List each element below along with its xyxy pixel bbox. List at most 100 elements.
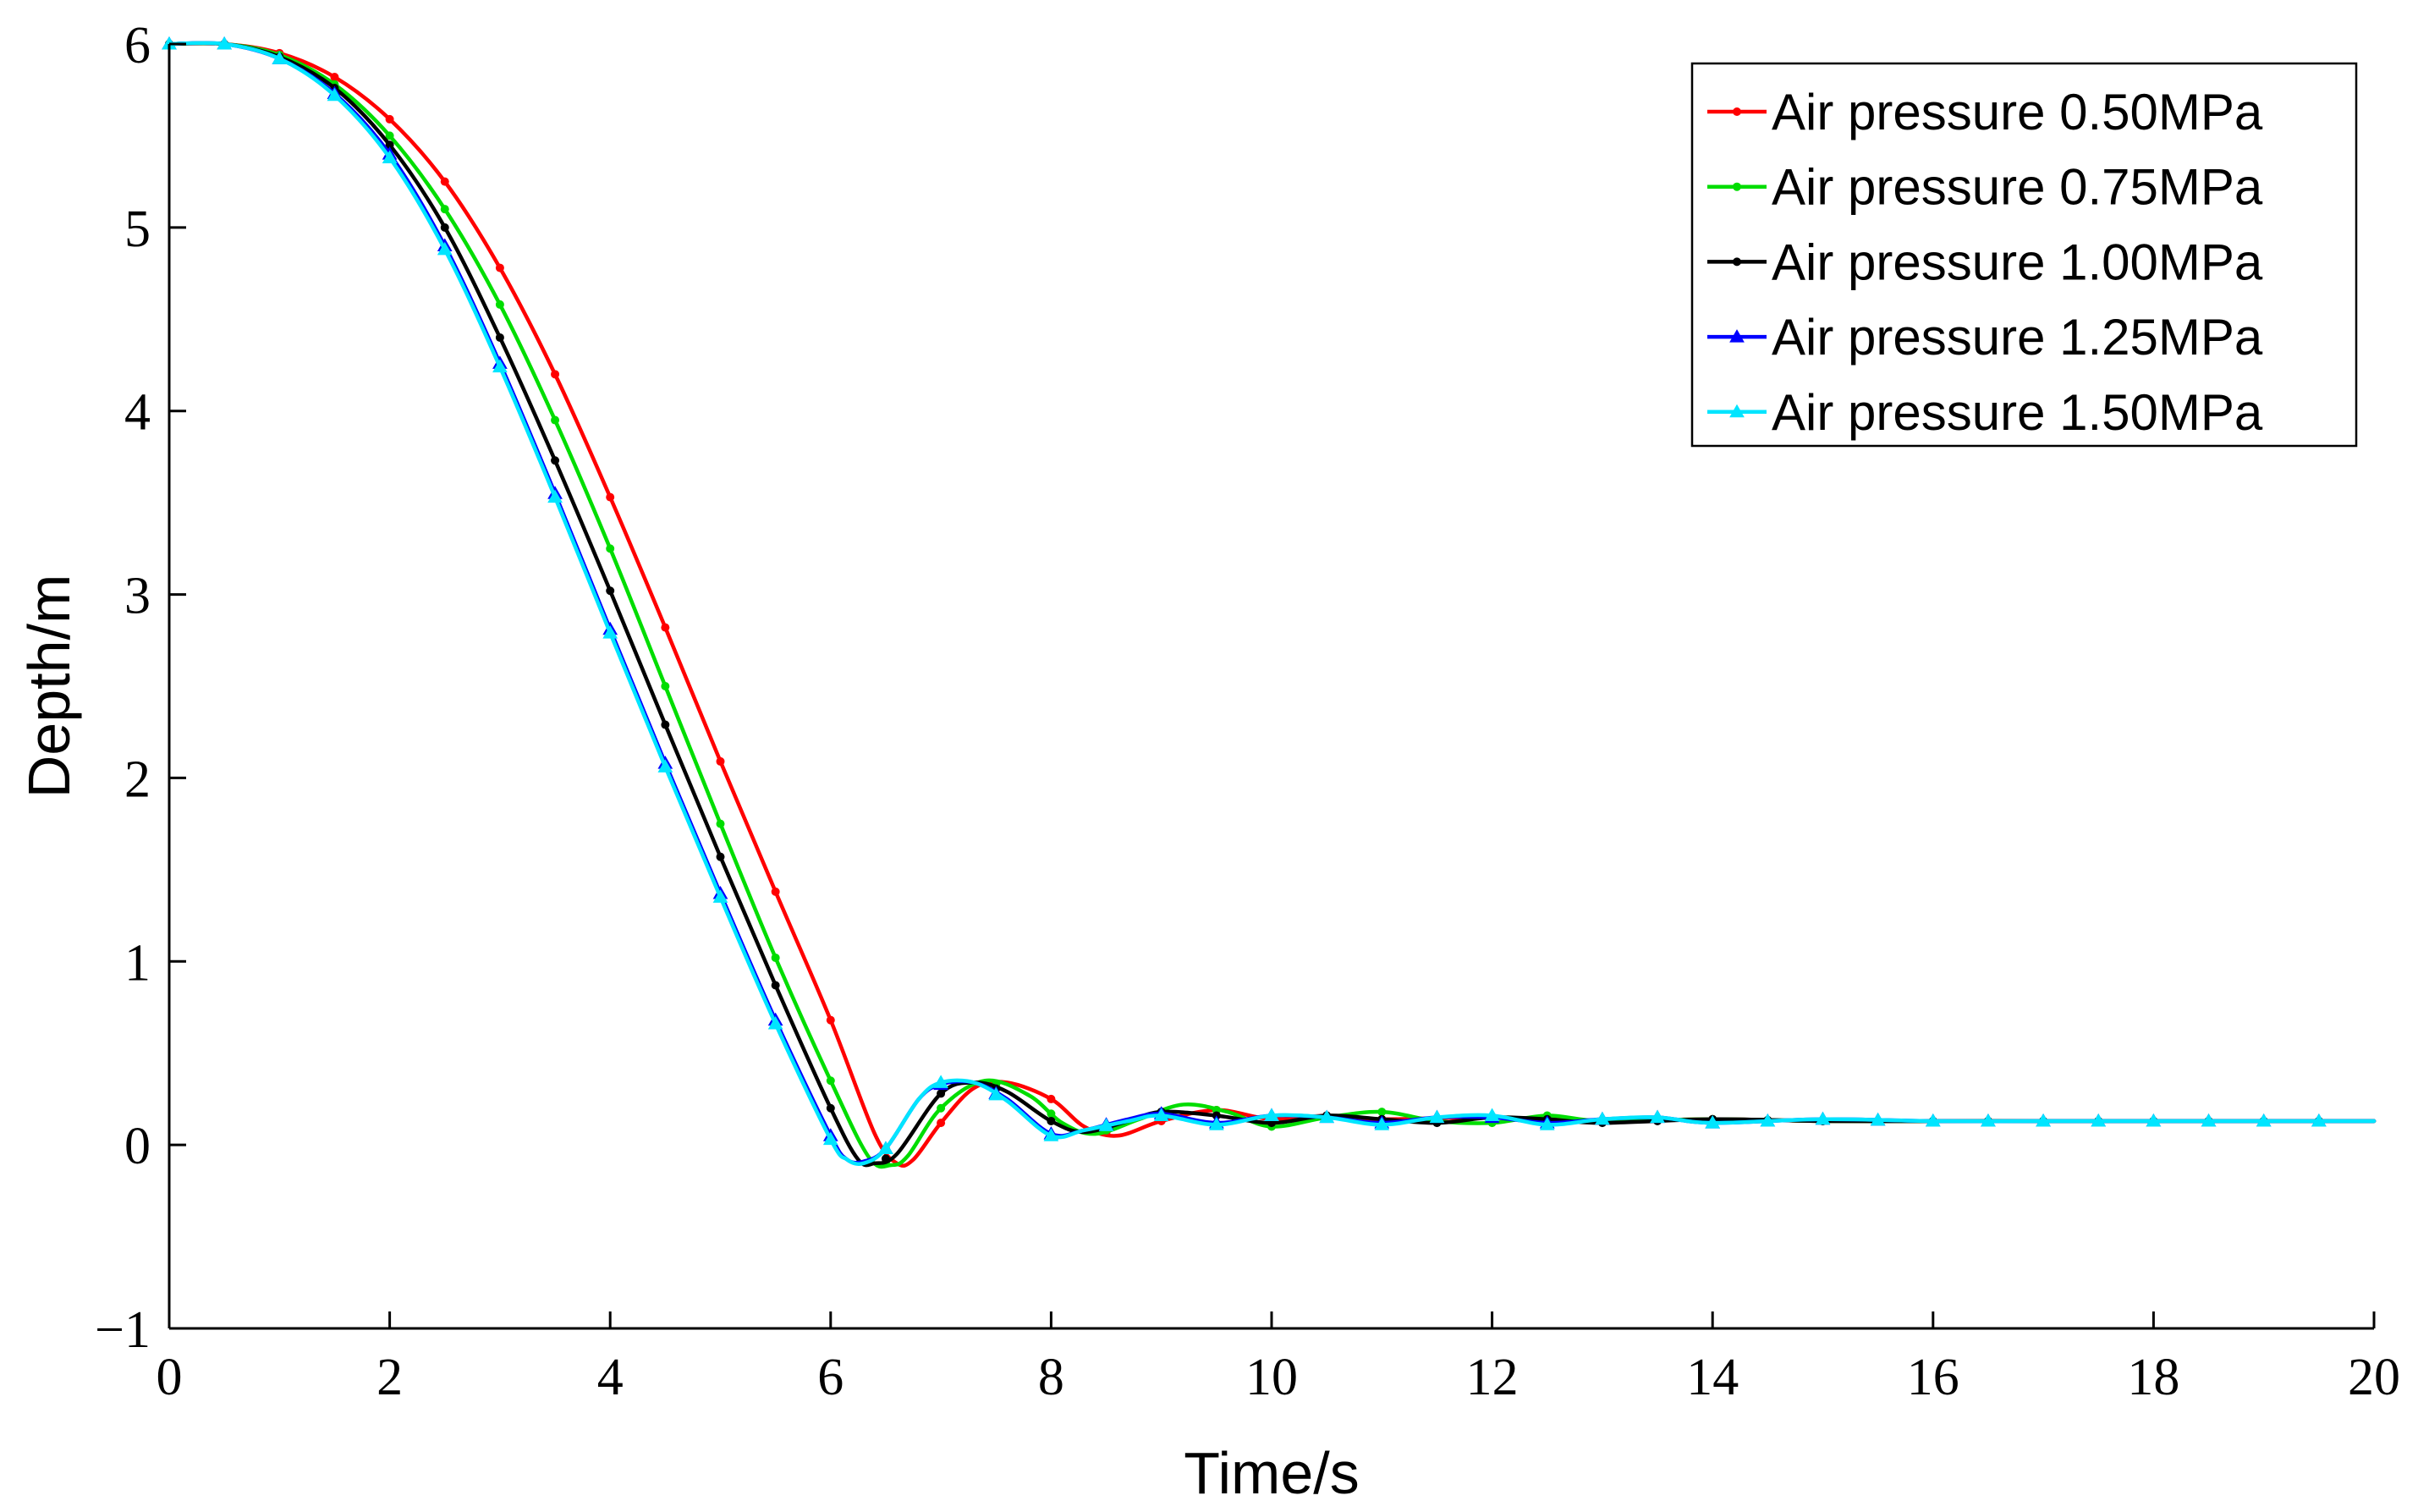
data-point — [1595, 1111, 1610, 1125]
data-point — [767, 1016, 783, 1030]
y-tick-label: 1 — [124, 934, 151, 992]
data-point — [826, 1015, 835, 1025]
data-point — [2091, 1113, 2107, 1127]
legend-item: Air pressure 0.75MPa — [1707, 159, 2263, 216]
data-point — [1319, 1109, 1335, 1124]
data-point — [606, 544, 615, 553]
data-point — [771, 887, 780, 896]
data-point — [495, 300, 504, 309]
data-point — [716, 852, 725, 861]
x-tick-label: 16 — [1907, 1349, 1959, 1406]
data-point — [716, 819, 725, 828]
data-point — [2146, 1113, 2162, 1127]
data-point — [217, 36, 233, 50]
data-point — [2036, 1113, 2051, 1127]
legend-item: Air pressure 1.50MPa — [1707, 384, 2263, 441]
data-point — [1208, 1117, 1224, 1130]
data-point — [551, 415, 560, 425]
data-point — [1484, 1108, 1500, 1121]
legend-label: Air pressure 1.00MPa — [1772, 234, 2263, 290]
data-point — [492, 359, 508, 373]
data-point — [1374, 1117, 1390, 1130]
data-point — [716, 756, 725, 766]
y-tick-label: 2 — [124, 751, 151, 808]
data-point — [933, 1075, 948, 1088]
data-point — [495, 263, 504, 272]
data-point — [551, 456, 560, 465]
data-point — [495, 333, 504, 342]
legend-item: Air pressure 1.00MPa — [1707, 234, 2263, 290]
legend-label: Air pressure 1.50MPa — [1772, 384, 2263, 441]
x-axis-label: Time/s — [1184, 1440, 1359, 1506]
data-point — [1047, 1094, 1056, 1103]
legend-marker — [1729, 329, 1745, 343]
y-tick-label: 5 — [124, 201, 151, 258]
legend-label: Air pressure 0.75MPa — [1772, 159, 2263, 216]
x-tick-label: 2 — [376, 1349, 403, 1406]
data-point — [1925, 1113, 1941, 1127]
data-point — [1153, 1108, 1169, 1121]
x-tick-label: 0 — [157, 1349, 183, 1406]
data-point — [606, 586, 615, 596]
data-point — [1043, 1128, 1059, 1141]
data-point — [440, 177, 449, 186]
data-point — [547, 489, 563, 503]
data-point — [440, 205, 449, 214]
data-point — [385, 114, 394, 124]
legend-marker — [1733, 257, 1741, 267]
data-point — [937, 1089, 946, 1098]
data-point — [826, 1076, 835, 1086]
x-tick-label: 20 — [2348, 1349, 2400, 1406]
data-point — [771, 953, 780, 962]
data-point — [661, 720, 670, 729]
data-point — [881, 1154, 890, 1163]
series-layer — [162, 36, 2377, 1169]
series-line — [167, 41, 2377, 1166]
y-tick-label: 4 — [124, 384, 151, 442]
data-point — [327, 87, 343, 102]
legend-item: Air pressure 1.25MPa — [1707, 309, 2263, 366]
data-point — [661, 623, 670, 632]
data-point — [385, 140, 394, 150]
legend: Air pressure 0.50MPa Air pressure 0.75MPa… — [1690, 62, 2358, 448]
series-5 — [162, 36, 2377, 1166]
data-point — [712, 889, 728, 903]
data-point — [661, 682, 670, 690]
y-tick-label: −1 — [95, 1301, 151, 1359]
legend-marker — [1733, 107, 1741, 116]
y-ticks: −1 0 1 2 3 4 5 6 — [95, 17, 186, 1359]
data-point — [330, 73, 339, 82]
data-point — [606, 492, 615, 502]
x-tick-label: 6 — [817, 1349, 844, 1406]
data-point — [2201, 1113, 2217, 1127]
data-point — [771, 981, 780, 990]
x-tick-label: 18 — [2127, 1349, 2179, 1406]
x-tick-label: 14 — [1686, 1349, 1739, 1406]
data-point — [1650, 1109, 1665, 1124]
data-point — [822, 1131, 838, 1146]
data-point — [1264, 1108, 1279, 1121]
data-point — [602, 625, 618, 639]
data-point — [1815, 1111, 1831, 1125]
data-point — [437, 241, 453, 256]
data-point — [1047, 1116, 1056, 1125]
x-tick-label: 4 — [597, 1349, 624, 1406]
data-point — [551, 370, 560, 379]
data-point — [1981, 1113, 1996, 1127]
y-tick-label: 3 — [124, 568, 151, 625]
x-tick-label: 8 — [1038, 1349, 1064, 1406]
data-point — [2256, 1113, 2272, 1127]
legend-marker — [1729, 404, 1745, 418]
y-axis-label: Depth/m — [16, 575, 82, 799]
data-point — [988, 1086, 1004, 1101]
data-point — [937, 1103, 946, 1113]
legend-label: Air pressure 0.50MPa — [1772, 84, 2263, 140]
data-point — [1705, 1115, 1721, 1129]
data-point — [1429, 1109, 1445, 1124]
legend-marker — [1733, 182, 1741, 191]
legend-label: Air pressure 1.25MPa — [1772, 309, 2263, 366]
legend-box — [1690, 62, 2358, 448]
legend-item: Air pressure 0.50MPa — [1707, 84, 2263, 140]
data-point — [1047, 1109, 1056, 1119]
